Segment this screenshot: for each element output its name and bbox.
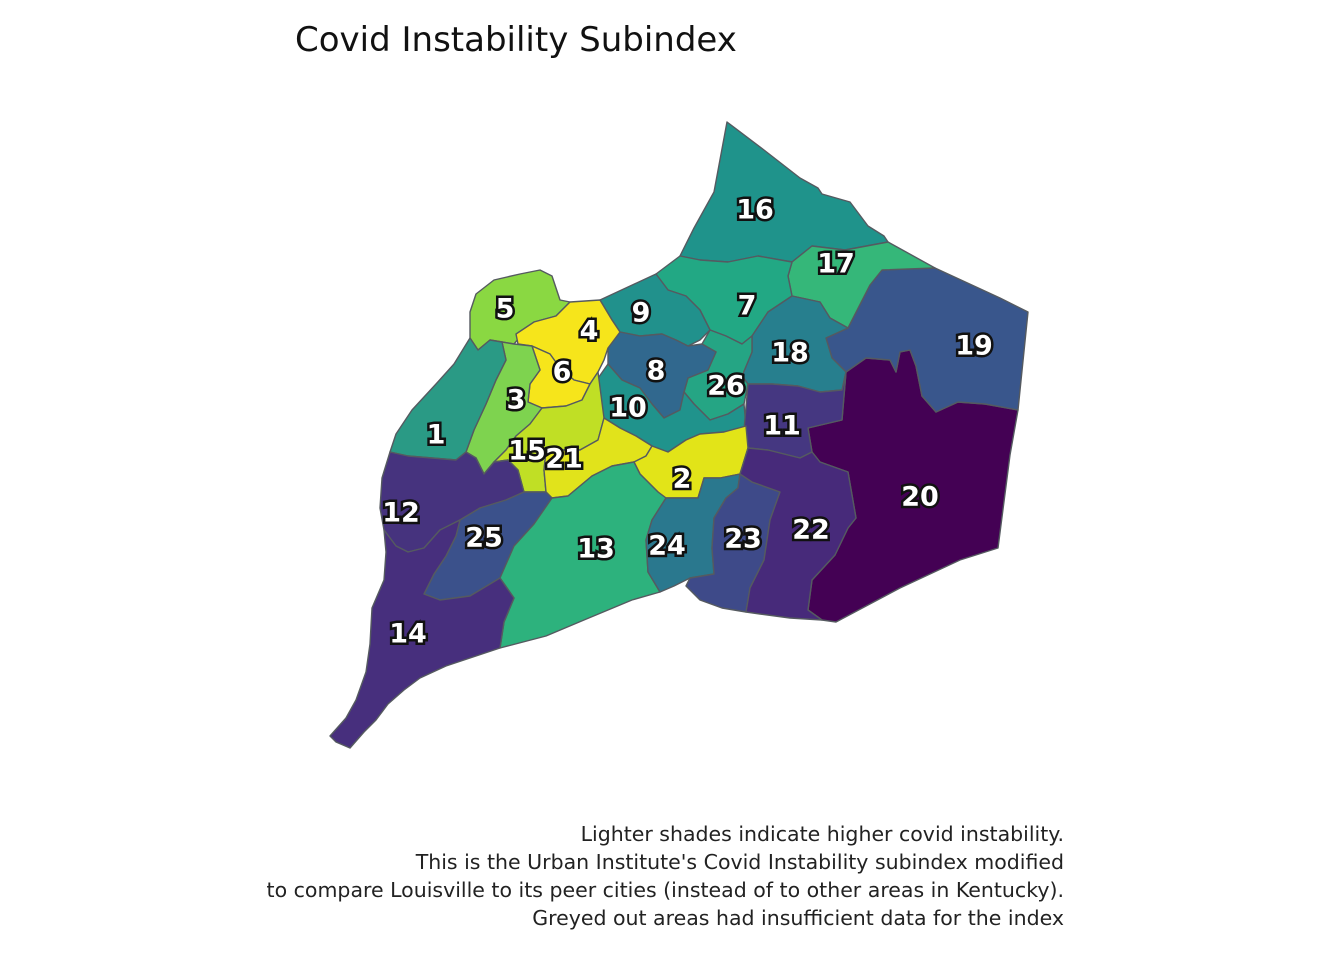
district-label-8: 8 <box>647 356 666 387</box>
district-label-1: 1 <box>427 420 446 451</box>
district-label-18: 18 <box>771 338 809 369</box>
district-label-17: 17 <box>817 249 855 280</box>
district-label-6: 6 <box>553 357 572 388</box>
caption-line: Greyed out areas had insufficient data f… <box>532 906 1064 930</box>
district-label-7: 7 <box>738 291 757 322</box>
map-title: Covid Instability Subindex <box>295 20 737 60</box>
district-14[interactable] <box>329 519 515 749</box>
district-label-4: 4 <box>580 316 599 347</box>
district-label-16: 16 <box>736 195 774 226</box>
district-label-10: 10 <box>609 393 647 424</box>
district-label-25: 25 <box>465 523 503 554</box>
district-label-3: 3 <box>507 385 526 416</box>
district-label-11: 11 <box>763 411 801 442</box>
district-16[interactable] <box>679 121 889 263</box>
caption-line: This is the Urban Institute's Covid Inst… <box>415 850 1064 874</box>
map-caption: Lighter shades indicate higher covid ins… <box>267 820 1064 932</box>
district-label-23: 23 <box>724 524 762 555</box>
district-label-13: 13 <box>577 534 615 565</box>
district-label-5: 5 <box>496 294 515 325</box>
district-label-14: 14 <box>389 619 427 650</box>
caption-line: Lighter shades indicate higher covid ins… <box>580 822 1064 846</box>
district-label-15: 15 <box>508 436 546 467</box>
district-shapes <box>329 121 1029 749</box>
caption-line: to compare Louisville to its peer cities… <box>266 878 1064 902</box>
district-label-21: 21 <box>545 444 583 475</box>
district-label-22: 22 <box>792 515 830 546</box>
district-labels: 1 2 3 4 5 6 7 8 9 10 11 12 13 14 15 16 1… <box>380 192 996 652</box>
district-label-9: 9 <box>632 298 651 329</box>
district-22[interactable] <box>739 447 857 621</box>
district-label-24: 24 <box>648 531 686 562</box>
district-label-19: 19 <box>955 331 993 362</box>
district-label-2: 2 <box>673 464 692 495</box>
district-label-12: 12 <box>382 498 420 529</box>
district-label-20: 20 <box>901 482 939 513</box>
district-label-26: 26 <box>707 371 745 402</box>
